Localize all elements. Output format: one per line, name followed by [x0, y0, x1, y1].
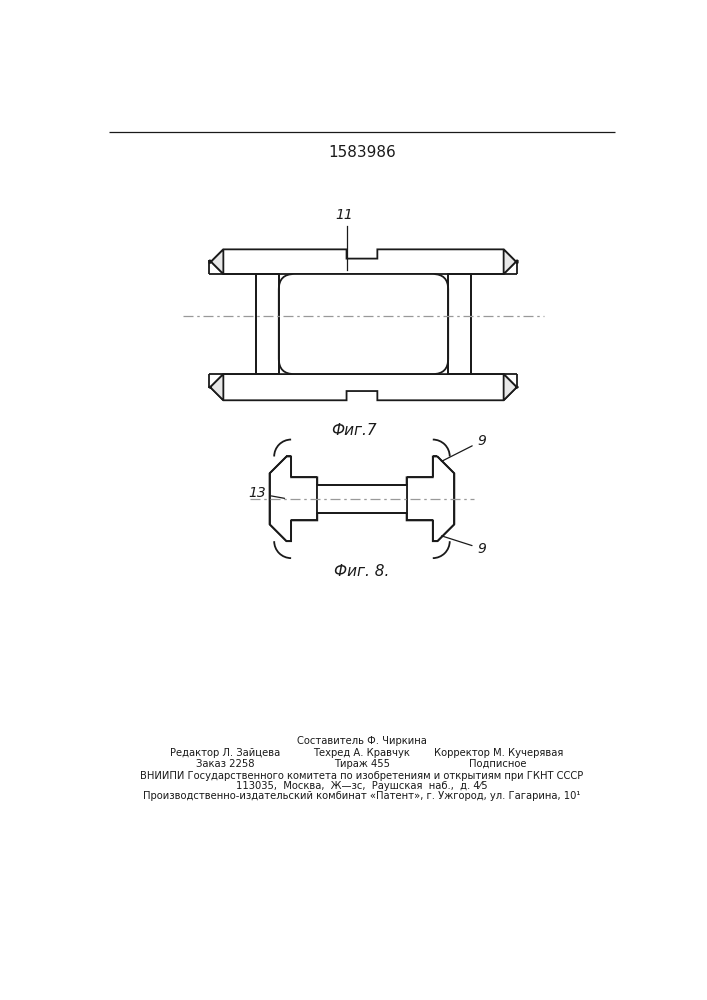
Text: Составитель Ф. Чиркина: Составитель Ф. Чиркина: [297, 736, 427, 746]
Text: 9: 9: [442, 536, 486, 556]
Text: 1583986: 1583986: [328, 145, 396, 160]
Polygon shape: [256, 274, 279, 374]
Polygon shape: [317, 485, 407, 513]
Text: Заказ 2258: Заказ 2258: [196, 759, 254, 769]
Text: 113035,  Москва,  Ж—зс,  Раушская  наб.,  д. 4⁄5: 113035, Москва, Ж—зс, Раушская наб., д. …: [236, 781, 488, 791]
Text: Фиг.7: Фиг.7: [332, 423, 377, 438]
Text: Подписное: Подписное: [469, 759, 527, 769]
Text: ВНИИПИ Государственного комитета по изобретениям и открытиям при ГКНТ СССР: ВНИИПИ Государственного комитета по изоб…: [140, 771, 583, 781]
Polygon shape: [269, 456, 317, 541]
Text: Производственно-издательский комбинат «Патент», г. Ужгород, ул. Гагарина, 10¹: Производственно-издательский комбинат «П…: [144, 791, 580, 801]
Text: Корректор М. Кучерявая: Корректор М. Кучерявая: [433, 748, 563, 758]
Polygon shape: [503, 374, 518, 400]
Polygon shape: [407, 456, 455, 541]
Text: 9: 9: [441, 434, 486, 461]
FancyBboxPatch shape: [279, 274, 448, 374]
Text: 13: 13: [248, 486, 284, 500]
Polygon shape: [209, 249, 518, 274]
Text: Фиг. 8.: Фиг. 8.: [334, 564, 390, 579]
Text: 11: 11: [335, 208, 353, 222]
Polygon shape: [503, 249, 518, 274]
Text: Редактор Л. Зайцева: Редактор Л. Зайцева: [170, 748, 280, 758]
Polygon shape: [209, 249, 223, 274]
Polygon shape: [209, 374, 518, 400]
Text: Техред А. Кравчук: Техред А. Кравчук: [313, 748, 410, 758]
Text: Тираж 455: Тираж 455: [334, 759, 390, 769]
Polygon shape: [448, 274, 472, 374]
Polygon shape: [209, 374, 223, 400]
